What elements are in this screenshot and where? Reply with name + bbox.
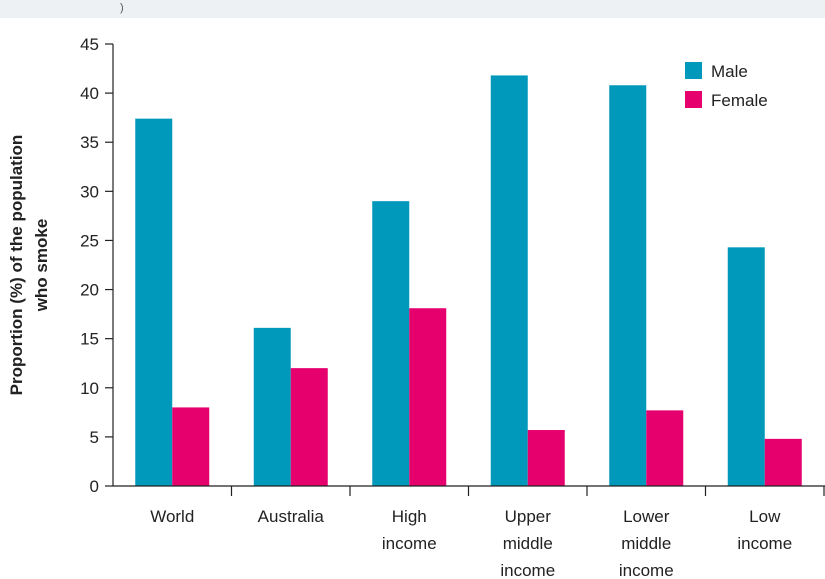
y-axis-label: Proportion (%) of the population who smok… xyxy=(7,135,51,396)
x-tick-label: Low income xyxy=(737,507,792,553)
bar-male-5 xyxy=(727,247,765,486)
y-tick-label: 10 xyxy=(80,379,99,398)
x-tick-label-line: income xyxy=(382,534,437,553)
x-tick-label-line: middle xyxy=(503,534,553,553)
legend: Male Female xyxy=(685,62,768,110)
bar-female-1 xyxy=(290,368,328,486)
x-tick-label-line: World xyxy=(150,507,194,526)
bar-female-2 xyxy=(409,308,447,486)
x-tick-label-line: Upper xyxy=(505,507,552,526)
x-tick-label-line: Low xyxy=(749,507,781,526)
x-tick-label: World xyxy=(150,507,194,526)
bar-female-3 xyxy=(527,430,565,486)
legend-label-male: Male xyxy=(711,62,748,81)
x-tick-label-line: middle xyxy=(621,534,671,553)
bar-male-1 xyxy=(253,327,291,486)
bar-male-0 xyxy=(135,118,173,486)
x-tick-label-line: Australia xyxy=(258,507,325,526)
y-axis-label-line: Proportion (%) of the population xyxy=(7,135,26,396)
y-tick-label: 40 xyxy=(80,84,99,103)
x-tick-label: Australia xyxy=(258,507,325,526)
y-axis-ticks: 0 5 10 15 20 25 30 35 40 45 xyxy=(80,35,114,496)
bar-male-3 xyxy=(490,75,528,486)
bar-female-4 xyxy=(646,410,684,486)
x-tick-label: High income xyxy=(382,507,437,553)
bar-male-2 xyxy=(372,201,410,486)
y-tick-label: 30 xyxy=(80,182,99,201)
y-axis-label-line: who smoke xyxy=(32,219,51,313)
y-tick-label: 25 xyxy=(80,231,99,250)
x-tick-label: Upper middle income xyxy=(500,507,555,579)
x-tick-label-line: income xyxy=(737,534,792,553)
y-tick-label: 35 xyxy=(80,133,99,152)
bars xyxy=(135,75,802,487)
x-tick-label-line: income xyxy=(500,561,555,579)
x-tick-label-line: High xyxy=(392,507,427,526)
header-fragment: ) xyxy=(120,2,124,14)
y-tick-label: 15 xyxy=(80,330,99,349)
y-tick-label: 20 xyxy=(80,281,99,300)
legend-swatch-male xyxy=(685,62,702,79)
x-tick-label-line: Lower xyxy=(623,507,670,526)
legend-label-female: Female xyxy=(711,91,768,110)
top-band: ) xyxy=(0,0,825,18)
bar-female-5 xyxy=(764,438,802,486)
bar-male-4 xyxy=(609,85,647,487)
x-axis-ticks: World Australia High income Upper middle incom… xyxy=(113,485,825,579)
x-tick-label-line: income xyxy=(619,561,674,579)
x-tick-label: Lower middle income xyxy=(619,507,674,579)
y-tick-label: 5 xyxy=(90,428,99,447)
legend-swatch-female xyxy=(685,91,702,108)
bar-female-0 xyxy=(172,407,210,486)
y-axis-label-group: Proportion (%) of the population who smok… xyxy=(7,135,51,396)
y-tick-label: 45 xyxy=(80,35,99,54)
y-tick-label: 0 xyxy=(90,477,99,496)
